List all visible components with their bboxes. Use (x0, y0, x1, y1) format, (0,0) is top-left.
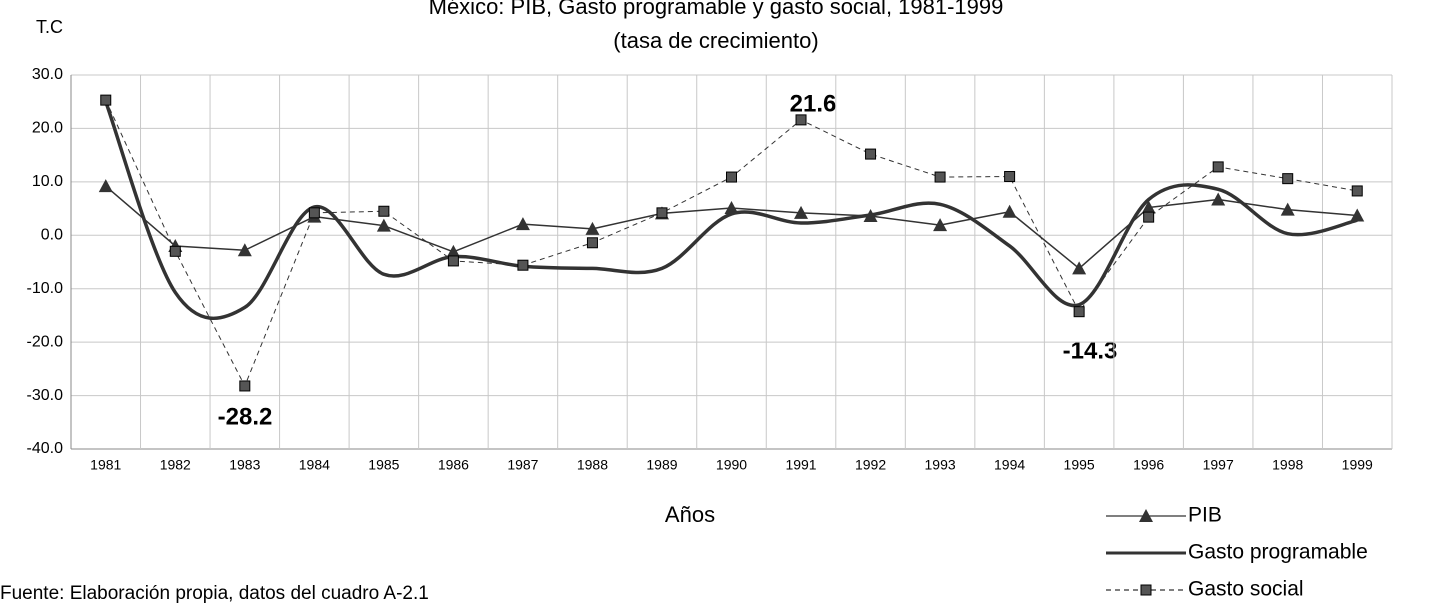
marker-triangle (724, 201, 739, 215)
marker-triangle (1141, 200, 1156, 214)
marker-square (308, 207, 320, 219)
marker-square (1212, 161, 1224, 173)
x-tick-label: 1990 (716, 457, 747, 473)
marker-triangle (585, 221, 600, 235)
chart-title: México: PIB, Gasto programable y gasto s… (429, 0, 1004, 19)
y-axis-label: T.C (36, 17, 63, 37)
x-tick-label: 1993 (925, 457, 956, 473)
legend-label: PIB (1188, 504, 1222, 527)
x-tick-label: 1995 (1064, 457, 1095, 473)
x-tick-label: 1998 (1272, 457, 1303, 473)
marker-triangle (933, 218, 948, 232)
marker-triangle (98, 179, 113, 193)
annotation: -28.2 (218, 403, 273, 430)
marker-square (169, 245, 181, 257)
y-tick-label: -20.0 (27, 333, 64, 350)
marker-square (1073, 306, 1085, 318)
legend-label: Gasto programable (1188, 541, 1368, 564)
y-tick-label: 30.0 (32, 66, 63, 83)
marker-triangle (1280, 202, 1295, 216)
marker-square (586, 237, 598, 249)
series-line (104, 101, 1358, 320)
x-tick-label: 1997 (1203, 457, 1234, 473)
marker-triangle (446, 244, 461, 258)
x-tick-label: 1992 (855, 457, 886, 473)
marker-square (865, 148, 877, 160)
x-tick-label: 1994 (994, 457, 1025, 473)
marker-square (447, 255, 459, 267)
x-tick-label: 1984 (299, 457, 330, 473)
marker-square (1140, 584, 1152, 596)
marker-square (656, 207, 668, 219)
annotation: -14.3 (1063, 337, 1118, 364)
marker-square (100, 94, 112, 106)
x-tick-label: 1983 (229, 457, 260, 473)
y-tick-label: -10.0 (27, 280, 64, 297)
marker-triangle (1350, 208, 1365, 222)
x-tick-label: 1982 (160, 457, 191, 473)
x-tick-label: 1986 (438, 457, 469, 473)
x-axis-label: Años (665, 502, 715, 527)
y-tick-label: -30.0 (27, 387, 64, 404)
marker-square (1282, 173, 1294, 185)
x-tick-label: 1987 (507, 457, 538, 473)
marker-square (378, 205, 390, 217)
x-tick-label: 1981 (90, 457, 121, 473)
marker-triangle (1072, 261, 1087, 275)
x-tick-label: 1988 (577, 457, 608, 473)
legend-label: Gasto social (1188, 578, 1304, 601)
marker-square (517, 259, 529, 271)
y-tick-label: -40.0 (27, 440, 64, 457)
marker-square (239, 380, 251, 392)
marker-square (1143, 211, 1155, 223)
marker-square (726, 171, 737, 183)
marker-triangle (515, 217, 530, 231)
x-tick-label: 1991 (785, 457, 816, 473)
source-note: Fuente: Elaboración propia, datos del cu… (0, 583, 429, 604)
y-tick-label: 20.0 (32, 120, 63, 137)
series-line (105, 99, 1358, 387)
marker-square (795, 114, 807, 126)
y-tick-label: 10.0 (32, 173, 63, 190)
x-tick-label: 1996 (1133, 457, 1164, 473)
marker-triangle (794, 205, 809, 219)
marker-triangle (1139, 509, 1153, 522)
x-tick-label: 1999 (1342, 457, 1373, 473)
marker-triangle (237, 243, 252, 257)
annotation: 21.6 (790, 90, 837, 117)
marker-square (1351, 185, 1363, 197)
y-tick-label: 0.0 (41, 227, 63, 244)
x-tick-label: 1989 (646, 457, 677, 473)
marker-triangle (1002, 204, 1017, 218)
x-tick-label: 1985 (368, 457, 399, 473)
marker-triangle (376, 218, 391, 232)
marker-square (934, 171, 946, 183)
marker-square (1004, 171, 1016, 183)
marker-triangle (1211, 192, 1226, 206)
chart-subtitle: (tasa de crecimiento) (613, 28, 818, 53)
